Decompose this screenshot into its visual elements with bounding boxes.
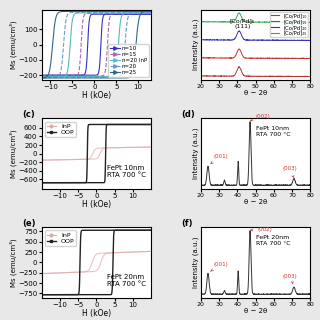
Text: (003): (003)	[283, 274, 298, 284]
Text: (002): (002)	[250, 114, 270, 121]
Y-axis label: Ms (emu/cm³): Ms (emu/cm³)	[9, 129, 17, 178]
X-axis label: θ − 2θ: θ − 2θ	[244, 90, 267, 96]
Text: (001): (001)	[211, 154, 228, 164]
Text: FePt 20nm
RTA 700 °C: FePt 20nm RTA 700 °C	[256, 235, 290, 246]
Legend: InP, OOP: InP, OOP	[45, 122, 76, 137]
Text: FePt 10nm
RTA 700 °C: FePt 10nm RTA 700 °C	[108, 165, 147, 178]
Text: (c): (c)	[22, 110, 35, 119]
Text: FePt 10nm
RTA 700 °C: FePt 10nm RTA 700 °C	[256, 126, 290, 137]
Y-axis label: Intensity (a.u.): Intensity (a.u.)	[193, 19, 199, 70]
Legend: n=10, n=15, n=20 InP, n=20, n=25: n=10, n=15, n=20 InP, n=20, n=25	[108, 44, 148, 77]
Legend: [Co/Pd]₁₀, [Co/Pd]₁₅, [Co/Pd]₂₀, [Co/Pd]₂₅: [Co/Pd]₁₀, [Co/Pd]₁₅, [Co/Pd]₂₀, [Co/Pd]…	[270, 12, 308, 37]
Text: (f): (f)	[181, 219, 192, 228]
X-axis label: θ − 2θ: θ − 2θ	[244, 308, 267, 314]
Text: FePt 20nm
RTA 700 °C: FePt 20nm RTA 700 °C	[108, 274, 147, 287]
Text: (001): (001)	[211, 262, 228, 271]
X-axis label: θ − 2θ: θ − 2θ	[244, 199, 267, 205]
X-axis label: H (kOe): H (kOe)	[82, 309, 111, 318]
Text: (002): (002)	[251, 227, 272, 232]
Y-axis label: Intensity (a.u.): Intensity (a.u.)	[193, 237, 199, 288]
X-axis label: H (kOe): H (kOe)	[82, 200, 111, 209]
Text: (003): (003)	[283, 166, 298, 178]
Text: [Co/Pd]₅
(111): [Co/Pd]₅ (111)	[230, 18, 255, 29]
Legend: InP, OOP: InP, OOP	[45, 230, 76, 246]
X-axis label: H (kOe): H (kOe)	[82, 92, 111, 100]
Text: (d): (d)	[181, 110, 195, 119]
Y-axis label: Intensity (a.u.): Intensity (a.u.)	[193, 128, 199, 179]
Y-axis label: Ms (emu/cm³): Ms (emu/cm³)	[9, 20, 17, 69]
Text: (e): (e)	[22, 219, 35, 228]
Y-axis label: Ms (emu/cm³): Ms (emu/cm³)	[9, 238, 17, 287]
